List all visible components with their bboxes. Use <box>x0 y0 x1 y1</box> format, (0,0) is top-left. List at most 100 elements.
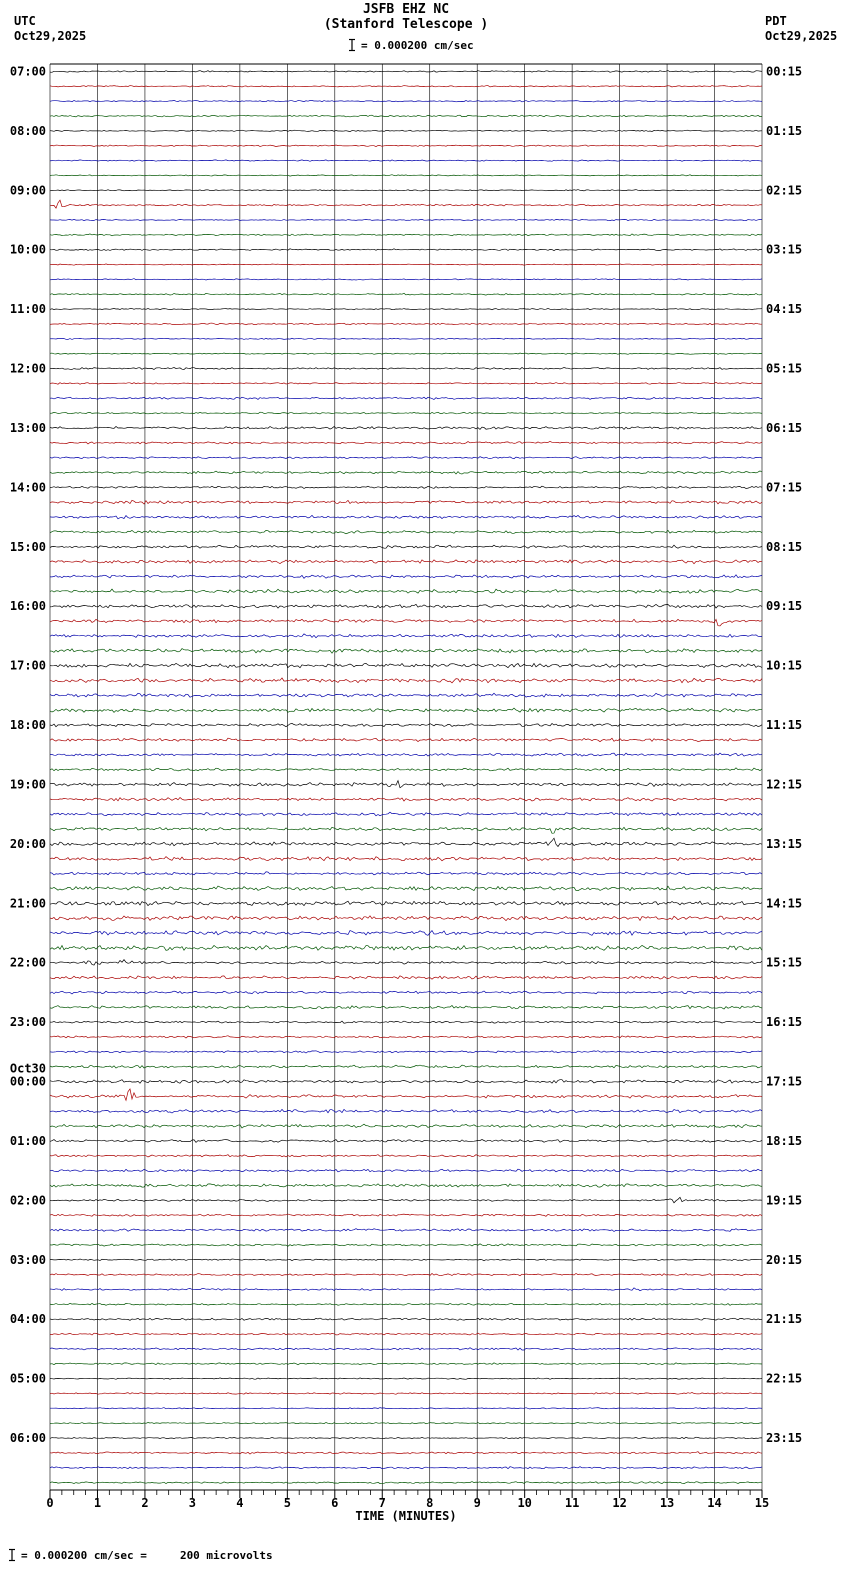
seismo-trace <box>49 588 763 594</box>
pdt-hour-label: 23:15 <box>766 1431 802 1445</box>
x-tick-label: 10 <box>517 1496 531 1510</box>
seismo-trace <box>49 1317 763 1321</box>
seismo-trace <box>49 707 763 713</box>
x-tick-label: 5 <box>284 1496 291 1510</box>
utc-hour-label: 06:00 <box>10 1431 46 1445</box>
pdt-hour-label: 21:15 <box>766 1312 802 1326</box>
utc-hour-label: 14:00 <box>10 480 46 494</box>
utc-hour-label: 21:00 <box>10 896 46 910</box>
seismo-trace <box>49 263 763 266</box>
seismo-trace <box>49 85 763 88</box>
seismo-trace <box>49 70 763 73</box>
seismo-trace <box>49 677 763 684</box>
seismo-trace <box>49 1422 763 1425</box>
footer-scale-text: = 0.000200 cm/sec = 200 microvolts <box>21 1548 273 1562</box>
seismo-trace <box>49 278 763 281</box>
seismo-trace <box>49 648 763 654</box>
utc-hour-label: 20:00 <box>10 837 46 851</box>
seismo-trace <box>49 189 763 192</box>
seismo-trace <box>49 618 763 627</box>
seismo-trace <box>50 574 763 579</box>
pdt-hour-label: 01:15 <box>766 124 802 138</box>
seismo-trace <box>49 233 763 237</box>
seismo-trace <box>49 382 763 385</box>
amplitude-scale: = 0.000200 cm/sec <box>348 38 474 52</box>
station-subtitle: (Stanford Telescope ) <box>323 17 489 32</box>
seismo-trace <box>49 1035 763 1039</box>
seismo-trace <box>49 779 763 789</box>
seismo-trace <box>49 485 763 489</box>
seismo-trace <box>49 603 763 609</box>
utc-hour-label: 17:00 <box>10 659 46 673</box>
pdt-hour-label: 10:15 <box>766 659 802 673</box>
utc-timezone-label: UTC <box>14 14 36 28</box>
seismo-trace <box>49 1183 763 1188</box>
seismo-trace <box>49 199 763 209</box>
seismo-trace <box>49 1064 763 1069</box>
x-tick-label: 3 <box>189 1496 196 1510</box>
x-tick-label: 6 <box>331 1496 338 1510</box>
pdt-date: Oct29,2025 <box>765 29 838 43</box>
utc-hour-label: 13:00 <box>10 421 46 435</box>
seismo-trace <box>49 441 763 445</box>
seismo-trace <box>50 1407 763 1410</box>
seismo-trace <box>49 1168 762 1173</box>
seismo-trace <box>49 1050 763 1054</box>
seismo-trace <box>49 1302 763 1306</box>
seismo-trace <box>49 811 763 817</box>
date-break-label: Oct30 <box>10 1062 46 1076</box>
x-tick-label: 2 <box>141 1496 148 1510</box>
utc-hour-label: 18:00 <box>10 718 46 732</box>
seismo-trace <box>49 1243 763 1247</box>
pdt-hour-label: 00:15 <box>766 64 802 78</box>
pdt-hour-label: 05:15 <box>766 362 802 376</box>
seismo-trace <box>49 885 763 892</box>
seismo-trace <box>49 900 763 907</box>
seismo-trace <box>49 292 763 296</box>
utc-hour-label: 23:00 <box>10 1015 46 1029</box>
seismo-trace <box>49 100 763 103</box>
seismo-trace <box>49 144 763 147</box>
utc-hour-label: 03:00 <box>10 1253 46 1267</box>
x-tick-label: 4 <box>236 1496 243 1510</box>
pdt-hour-label: 06:15 <box>766 421 802 435</box>
pdt-hour-label: 02:15 <box>766 183 802 197</box>
seismo-trace <box>49 1436 763 1440</box>
x-tick-label: 14 <box>707 1496 721 1510</box>
seismo-trace <box>49 856 763 862</box>
seismo-trace <box>49 1228 763 1232</box>
seismo-trace <box>49 959 763 966</box>
utc-hour-label: 04:00 <box>10 1312 46 1326</box>
x-tick-label: 11 <box>565 1496 579 1510</box>
seismo-trace <box>49 1005 763 1010</box>
seismo-trace <box>49 737 763 743</box>
seismo-trace <box>49 915 763 922</box>
seismo-trace <box>49 559 763 565</box>
scale-bar-icon <box>9 1548 15 1562</box>
utc-hour-label: 00:00 <box>10 1075 46 1089</box>
pdt-hour-label: 16:15 <box>766 1015 802 1029</box>
seismo-trace <box>49 1020 763 1024</box>
seismo-trace <box>49 692 763 698</box>
seismo-trace <box>49 1123 763 1129</box>
seismo-trace <box>49 723 763 728</box>
utc-hour-label: 09:00 <box>10 183 46 197</box>
x-tick-label: 8 <box>426 1496 433 1510</box>
seismo-trace <box>49 456 763 460</box>
seismo-trace <box>49 1196 763 1204</box>
pdt-hour-label: 07:15 <box>766 480 802 494</box>
utc-hour-label: 01:00 <box>10 1134 46 1148</box>
pdt-hour-label: 04:15 <box>766 302 802 316</box>
seismo-trace <box>49 1392 763 1395</box>
seismo-trace <box>49 871 763 876</box>
seismo-trace <box>49 1154 763 1158</box>
seismo-trace <box>49 1079 763 1084</box>
x-tick-label: 13 <box>660 1496 674 1510</box>
utc-hour-label: 15:00 <box>10 540 46 554</box>
seismo-trace <box>49 470 763 475</box>
footer-scale-note: = 0.000200 cm/sec = 200 microvolts <box>8 1548 273 1562</box>
seismo-trace <box>49 1451 763 1455</box>
pdt-timezone-label: PDT <box>765 14 787 28</box>
pdt-hour-label: 12:15 <box>766 777 802 791</box>
